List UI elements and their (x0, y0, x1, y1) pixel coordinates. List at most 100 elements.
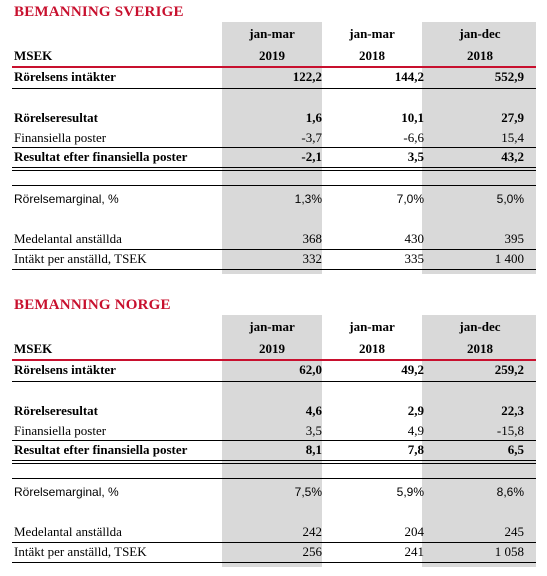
table-cell-value: 259,2 (494, 362, 524, 377)
table-row: Intäkt per anställd, TSEK 332 335 1 400 (12, 249, 536, 268)
row-rule (12, 269, 536, 270)
row-label: Resultat efter finansiella poster (14, 442, 188, 457)
row-rule (12, 440, 536, 441)
row-label: Medelantal anställda (14, 231, 122, 246)
table-cell-value: 4,9 (407, 423, 424, 438)
row-rule (12, 542, 536, 543)
table-cell-value: 395 (504, 231, 525, 246)
table-row: Rörelsens intäkter 62,0 49,2 259,2 (12, 360, 536, 379)
table-row: Rörelsemarginal, % 1,3% 7,0% 5,0% (12, 190, 536, 209)
table-cell-value: 204 (404, 524, 425, 539)
unit-label: MSEK (14, 48, 53, 63)
table-cell-value: 4,6 (305, 403, 322, 418)
header-row: MSEK 2019 2018 2018 (12, 46, 536, 65)
table-cell-value: 49,2 (401, 362, 424, 377)
col-year-1: 2019 (259, 341, 285, 356)
table-cell-value: 368 (302, 231, 323, 246)
col-period-1: jan-mar (249, 319, 295, 334)
table-cell-value: 256 (302, 544, 323, 559)
table-cell-value: 430 (404, 231, 425, 246)
row-rule (12, 381, 536, 382)
row-label: Rörelseresultat (14, 403, 98, 418)
col-period-3: jan-dec (459, 26, 501, 41)
row-rule (12, 562, 536, 563)
table-cell-value: 7,0% (396, 192, 424, 206)
table-cell-value: -6,6 (403, 130, 424, 145)
row-label: Rörelsemarginal, % (14, 485, 119, 499)
section-norge: BEMANNING NORGE jan-mar jan-mar jan-dec … (12, 297, 536, 567)
table-cell-value: 1 400 (494, 251, 524, 266)
shade-col-dec (422, 22, 536, 274)
row-rule (12, 88, 536, 89)
table-cell-value: 8,1 (305, 442, 322, 457)
table-cell-value: 1,3% (294, 192, 322, 206)
table-cell-value: -2,1 (301, 149, 322, 164)
table-cell-value: 242 (302, 524, 323, 539)
table-cell-value: 1 058 (494, 544, 524, 559)
table-cell-value: 241 (404, 544, 425, 559)
row-rule (12, 478, 536, 479)
row-rule (12, 170, 536, 171)
table-cell-value: 332 (302, 251, 323, 266)
row-label: Resultat efter finansiella poster (14, 149, 188, 164)
row-label: Rörelsens intäkter (14, 69, 116, 84)
table-cell-value: 5,0% (496, 192, 524, 206)
col-period-2: jan-mar (349, 26, 395, 41)
table-cell-value: 22,3 (501, 403, 524, 418)
col-period-2: jan-mar (349, 319, 395, 334)
col-year-2: 2018 (359, 341, 385, 356)
table-cell-value: 1,6 (305, 110, 322, 125)
unit-label: MSEK (14, 341, 53, 356)
table-cell-value: 7,5% (294, 485, 322, 499)
table-cell-value: 335 (404, 251, 425, 266)
table-row: Rörelsemarginal, % 7,5% 5,9% 8,6% (12, 483, 536, 502)
table-row: Resultat efter finansiella poster 8,1 7,… (12, 440, 536, 459)
table-cell-value: -3,7 (301, 130, 322, 145)
row-label: Rörelseresultat (14, 110, 98, 125)
row-rule (12, 463, 536, 464)
row-label: Medelantal anställda (14, 524, 122, 539)
row-rule (12, 249, 536, 250)
table-row: Finansiella poster 3,5 4,9 -15,8 (12, 421, 536, 440)
table-cell-value: 3,5 (305, 423, 322, 438)
table-row: Medelantal anställda 242 204 245 (12, 522, 536, 541)
shade-col-2019 (222, 22, 322, 274)
table-cell-value: 7,8 (407, 442, 424, 457)
table-row: Resultat efter finansiella poster -2,1 3… (12, 147, 536, 166)
header-row: MSEK 2019 2018 2018 (12, 339, 536, 358)
table-row: Finansiella poster -3,7 -6,6 15,4 (12, 128, 536, 147)
section-sverige: BEMANNING SVERIGE jan-mar jan-mar jan-de… (12, 4, 536, 274)
table-row: Medelantal anställda 368 430 395 (12, 229, 536, 248)
col-year-1: 2019 (259, 48, 285, 63)
row-label: Rörelsemarginal, % (14, 192, 119, 206)
row-label: Finansiella poster (14, 130, 107, 145)
table-cell-value: 43,2 (501, 149, 524, 164)
table-cell-value: 122,2 (292, 69, 322, 84)
col-period-3: jan-dec (459, 319, 501, 334)
row-label: Rörelsens intäkter (14, 362, 116, 377)
table-cell-value: 15,4 (501, 130, 524, 145)
row-rule (12, 185, 536, 186)
header-rule (12, 66, 536, 68)
table-row: Rörelseresultat 1,6 10,1 27,9 (12, 108, 536, 127)
table-cell-value: 10,1 (401, 110, 424, 125)
table-cell-value: 6,5 (507, 442, 524, 457)
table-cell-value: 245 (504, 524, 525, 539)
table-cell-value: 144,2 (394, 69, 424, 84)
table-cell-value: 8,6% (496, 485, 524, 499)
row-label: Intäkt per anställd, TSEK (14, 251, 147, 266)
shade-col-2019 (222, 315, 322, 567)
table-cell-value: -15,8 (496, 423, 524, 438)
row-rule (12, 167, 536, 168)
table-row: Rörelseresultat 4,6 2,9 22,3 (12, 401, 536, 420)
row-rule (12, 460, 536, 461)
row-label: Intäkt per anställd, TSEK (14, 544, 147, 559)
table-cell-value: 2,9 (407, 403, 424, 418)
section-title: BEMANNING SVERIGE (14, 4, 184, 20)
table-cell-value: 3,5 (407, 149, 424, 164)
table-cell-value: 27,9 (501, 110, 524, 125)
row-rule (12, 147, 536, 148)
table-cell-value: 62,0 (299, 362, 322, 377)
col-year-3: 2018 (467, 341, 493, 356)
table-row: Rörelsens intäkter 122,2 144,2 552,9 (12, 67, 536, 86)
